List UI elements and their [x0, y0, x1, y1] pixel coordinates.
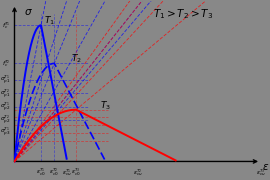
Text: $\varepsilon_{cu}^{T_3}$: $\varepsilon_{cu}^{T_3}$: [256, 167, 266, 178]
Text: $\sigma_{p1}^{T_2}$: $\sigma_{p1}^{T_2}$: [0, 87, 11, 100]
Text: $\sigma_{p2}^{T_2}$: $\sigma_{p2}^{T_2}$: [0, 114, 11, 126]
Text: $\varepsilon_{cu}^{T_2}$: $\varepsilon_{cu}^{T_2}$: [133, 167, 143, 178]
Text: $T_2$: $T_2$: [71, 53, 82, 66]
Text: $\varepsilon_{c0}^{T_1}$: $\varepsilon_{c0}^{T_1}$: [36, 167, 46, 178]
Text: $T_1$: $T_1$: [44, 15, 55, 27]
Text: $T_1 > T_2 > T_3$: $T_1 > T_2 > T_3$: [153, 8, 213, 21]
Text: $T_3$: $T_3$: [100, 99, 111, 112]
Text: $\sigma_{p1}^{T_1}$: $\sigma_{p1}^{T_1}$: [0, 73, 11, 86]
Text: $\sigma_{p2}^{T_1}$: $\sigma_{p2}^{T_1}$: [0, 101, 11, 113]
Text: $\sigma$: $\sigma$: [24, 7, 33, 17]
Text: $\varepsilon_{cu}^{T_1}$: $\varepsilon_{cu}^{T_1}$: [62, 167, 72, 178]
Text: $f_c^{T_2}$: $f_c^{T_2}$: [2, 58, 11, 69]
Text: $\varepsilon_{c0}^{T_3}$: $\varepsilon_{c0}^{T_3}$: [71, 167, 81, 178]
Text: $\varepsilon_{c0}^{T_2}$: $\varepsilon_{c0}^{T_2}$: [49, 167, 59, 178]
Text: $\sigma_{p3}^{T_1}$: $\sigma_{p3}^{T_1}$: [0, 125, 11, 138]
Text: $f_c^{T_1}$: $f_c^{T_1}$: [2, 20, 11, 31]
Text: $\varepsilon$: $\varepsilon$: [262, 162, 269, 172]
